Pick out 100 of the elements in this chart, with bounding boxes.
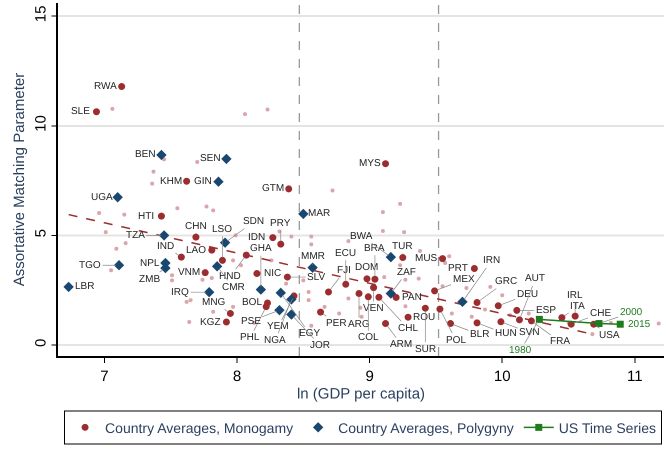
annotation: MYS [359, 158, 381, 169]
annotation: BEN [135, 149, 156, 160]
point [256, 284, 266, 295]
annotation: KHM [160, 176, 182, 187]
annotation: POL [446, 335, 466, 346]
annotation: BLR [470, 329, 490, 340]
point [404, 314, 412, 321]
point [114, 260, 124, 270]
point [474, 299, 481, 306]
y-tick-label: 0 [32, 338, 50, 347]
legend-label: US Time Series [558, 420, 656, 436]
annotation: BOL [242, 297, 262, 308]
annotation: BWA [350, 231, 373, 242]
x-tick-label: 11 [627, 368, 643, 385]
annotation: EGY [299, 328, 320, 339]
point [494, 302, 502, 310]
legend-label: Country Averages, Polygyny [338, 420, 514, 436]
annotation: ZMB [139, 274, 160, 285]
point [375, 294, 382, 301]
point [382, 160, 390, 168]
annotation: PSE [241, 316, 262, 327]
annotation: DOM [355, 262, 378, 273]
annotation: LAO [186, 245, 206, 256]
annotation: HND [219, 271, 241, 282]
point [422, 304, 429, 312]
annotation: ITA [570, 301, 586, 312]
point [364, 293, 372, 300]
annotation: NPL [140, 258, 160, 269]
point [439, 255, 446, 262]
point [399, 254, 406, 262]
point [558, 314, 566, 322]
point [158, 212, 165, 220]
point [262, 303, 270, 310]
point [208, 246, 216, 254]
point [204, 287, 214, 298]
annotation: KGZ [200, 317, 221, 328]
point [298, 208, 309, 220]
point [218, 256, 226, 264]
annotation: SVN [519, 327, 540, 338]
annotation: NIC [264, 268, 282, 279]
annotation: VNM [178, 267, 200, 278]
annotation: ARM [390, 339, 412, 350]
annotation: CMR [222, 282, 245, 293]
annotation: 2015 [628, 319, 651, 330]
annotation: YEM [267, 321, 289, 332]
annotation: FRA [550, 336, 570, 347]
point [392, 294, 400, 301]
point [431, 287, 438, 294]
point [253, 270, 260, 278]
point [572, 312, 579, 320]
point [202, 269, 209, 276]
point [447, 320, 454, 328]
annotation: LBR [75, 281, 94, 292]
annotation: IND [157, 241, 174, 252]
point [325, 288, 332, 296]
annotation: SDN [243, 216, 264, 227]
point [118, 83, 126, 90]
annotation: HUN [495, 328, 517, 339]
annotation: TUR [392, 241, 413, 252]
annotation: HTI [138, 211, 154, 222]
annotation: 1980 [509, 345, 532, 356]
annotation: DEU [517, 289, 538, 300]
annotation: CHE [590, 308, 612, 319]
annotation: GIN [194, 176, 212, 187]
annotation: IRL [567, 290, 583, 301]
annotation: TGO [79, 260, 101, 271]
y-tick-label: 5 [32, 228, 50, 238]
annotation: SEN [200, 153, 221, 164]
point [274, 304, 285, 316]
point [513, 306, 520, 314]
point [371, 276, 378, 283]
point [386, 252, 396, 262]
annotation: AUT [525, 273, 545, 284]
annotation: NGA [264, 335, 286, 346]
point [192, 234, 200, 241]
point [221, 154, 232, 164]
annotation: MMR [301, 251, 325, 262]
point [386, 288, 396, 299]
annotation: MEX [453, 274, 475, 285]
annotation: SUR [415, 344, 436, 355]
point [286, 294, 297, 305]
point [213, 176, 224, 187]
point [457, 296, 468, 308]
point [382, 320, 390, 328]
point [277, 240, 284, 248]
point [516, 316, 523, 324]
point [317, 308, 324, 316]
point [178, 254, 185, 261]
annotation: ARG [348, 319, 370, 330]
point [242, 252, 250, 259]
annotation: COL [358, 332, 379, 343]
x-tick-label: 7 [100, 368, 109, 385]
point [158, 230, 170, 241]
point [222, 318, 230, 326]
point [112, 192, 123, 202]
x-tick-label: 9 [365, 368, 374, 385]
point [596, 320, 603, 328]
annotation: RWA [94, 81, 118, 92]
point [370, 284, 378, 292]
annotation: VEN [363, 303, 384, 314]
